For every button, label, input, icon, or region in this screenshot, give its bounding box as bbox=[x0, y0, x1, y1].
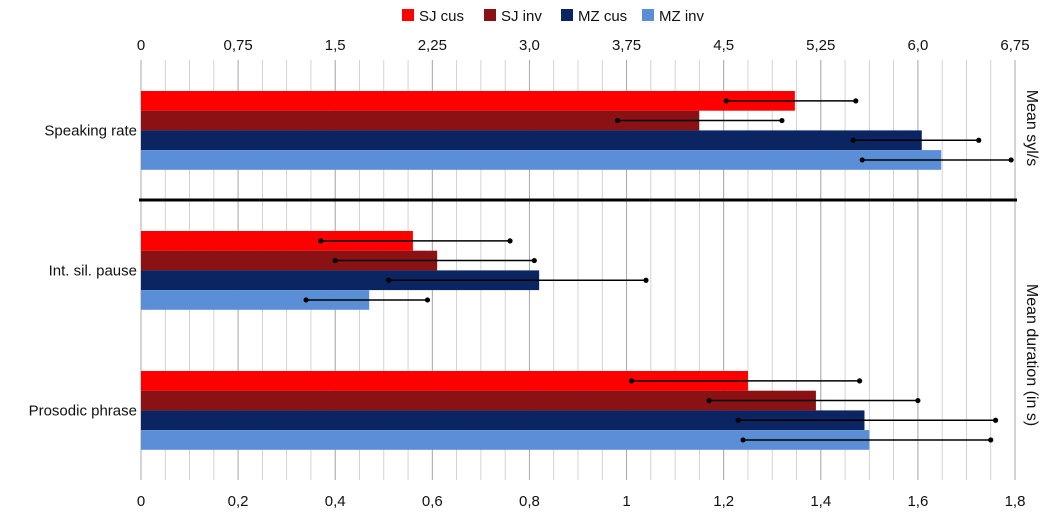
error-cap-high bbox=[1008, 157, 1014, 163]
top-x-tick-label: 3,0 bbox=[519, 37, 540, 54]
bottom-x-tick-label: 0,4 bbox=[325, 493, 346, 510]
legend-label-mz-inv: MZ inv bbox=[659, 8, 705, 25]
error-cap-low bbox=[723, 98, 729, 104]
top-x-tick-label: 6,75 bbox=[1000, 37, 1029, 54]
top-x-tick-label: 2,25 bbox=[418, 37, 447, 54]
error-cap-low bbox=[303, 297, 309, 303]
bottom-x-tick-label: 1,8 bbox=[1005, 493, 1026, 510]
error-cap-high bbox=[976, 137, 982, 143]
bottom-x-tick-label: 1,6 bbox=[907, 493, 928, 510]
bottom-x-tick-label: 0,8 bbox=[519, 493, 540, 510]
category-label-prosodic-phrase: Prosodic phrase bbox=[29, 402, 137, 419]
legend-label-sj-cus: SJ cus bbox=[419, 8, 464, 25]
error-cap-high bbox=[992, 417, 999, 423]
error-cap-high bbox=[779, 117, 785, 124]
error-cap-low bbox=[386, 277, 392, 283]
y-axis-title-bottom: Mean duration (in s) bbox=[1023, 284, 1040, 426]
error-cap-low bbox=[628, 378, 635, 384]
error-cap-low bbox=[850, 137, 856, 143]
bottom-x-tick-label: 1,2 bbox=[713, 493, 734, 510]
legend-swatch-mz-cus bbox=[561, 9, 573, 21]
legend-swatch-mz-inv bbox=[642, 9, 654, 21]
error-bars bbox=[303, 98, 1014, 443]
top-x-tick-label: 3,75 bbox=[612, 37, 641, 54]
error-cap-low bbox=[332, 257, 338, 264]
bottom-x-tick-label: 0,6 bbox=[422, 493, 443, 510]
bottom-x-tick-label: 0 bbox=[137, 493, 145, 510]
legend-label-mz-cus: MZ cus bbox=[578, 8, 627, 25]
tick-labels: 0 0,75 1,5 2,25 3,0 3,75 4,5 5,25 6,0 6,75 0 0,2 0,4… bbox=[137, 37, 1030, 510]
y-axis-title-top: Mean syl/s bbox=[1023, 90, 1040, 166]
category-label-speaking-rate: Speaking rate bbox=[44, 122, 137, 139]
error-cap-low bbox=[735, 417, 741, 423]
top-x-tick-label: 0 bbox=[137, 37, 145, 54]
top-x-tick-label: 0,75 bbox=[224, 37, 253, 54]
legend: SJ cus SJ inv MZ cus MZ inv bbox=[402, 8, 705, 25]
error-cap-high bbox=[857, 378, 863, 384]
legend-swatch-sj-inv bbox=[484, 9, 496, 21]
bottom-x-tick-label: 0,2 bbox=[228, 493, 249, 510]
top-x-tick-label: 4,5 bbox=[713, 37, 734, 54]
bars bbox=[141, 91, 942, 450]
bar-int-sil-pause-mz-inv bbox=[141, 290, 370, 310]
bar-prosodic-phrase-sj-inv bbox=[141, 390, 816, 411]
bar-speaking-rate-sj-cus bbox=[141, 91, 795, 111]
bar-prosodic-phrase-mz-inv bbox=[141, 430, 870, 450]
bar-speaking-rate-mz-cus bbox=[141, 130, 922, 151]
error-cap-low bbox=[318, 238, 324, 244]
error-cap-high bbox=[531, 257, 537, 264]
category-label-int-sil-pause: Int. sil. pause bbox=[49, 262, 137, 279]
error-cap-high bbox=[643, 277, 649, 283]
top-x-tick-label: 6,0 bbox=[907, 37, 928, 54]
bar-speaking-rate-sj-inv bbox=[141, 110, 700, 131]
error-cap-high bbox=[853, 98, 859, 104]
bar-prosodic-phrase-sj-cus bbox=[141, 371, 748, 391]
bar-int-sil-pause-mz-cus bbox=[141, 270, 540, 291]
bottom-x-tick-label: 1,4 bbox=[810, 493, 831, 510]
error-cap-low bbox=[614, 117, 621, 124]
bar-speaking-rate-mz-inv bbox=[141, 150, 942, 170]
error-cap-high bbox=[988, 437, 994, 443]
error-cap-high bbox=[424, 297, 431, 303]
bottom-x-tick-label: 1 bbox=[622, 493, 630, 510]
bar-prosodic-phrase-mz-cus bbox=[141, 410, 865, 431]
error-cap-high bbox=[507, 238, 513, 244]
error-cap-low bbox=[859, 157, 865, 163]
error-cap-high bbox=[915, 397, 921, 404]
top-x-tick-label: 5,25 bbox=[806, 37, 835, 54]
bar-int-sil-pause-sj-cus bbox=[141, 231, 413, 251]
category-labels: Speaking rate Int. sil. pause Prosodic phr… bbox=[29, 122, 137, 419]
error-cap-low bbox=[740, 437, 746, 443]
legend-swatch-sj-cus bbox=[402, 9, 414, 21]
bar-int-sil-pause-sj-inv bbox=[141, 250, 438, 271]
legend-label-sj-inv: SJ inv bbox=[501, 8, 542, 25]
error-cap-low bbox=[706, 397, 712, 404]
top-x-tick-label: 1,5 bbox=[325, 37, 346, 54]
